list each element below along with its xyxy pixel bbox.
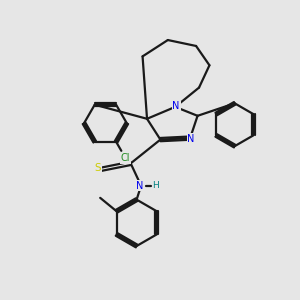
Text: S: S [94,163,101,173]
Text: N: N [172,101,180,111]
Text: N: N [187,134,195,144]
Text: Cl: Cl [121,153,130,163]
Text: H: H [153,181,159,190]
Text: N: N [136,181,143,191]
